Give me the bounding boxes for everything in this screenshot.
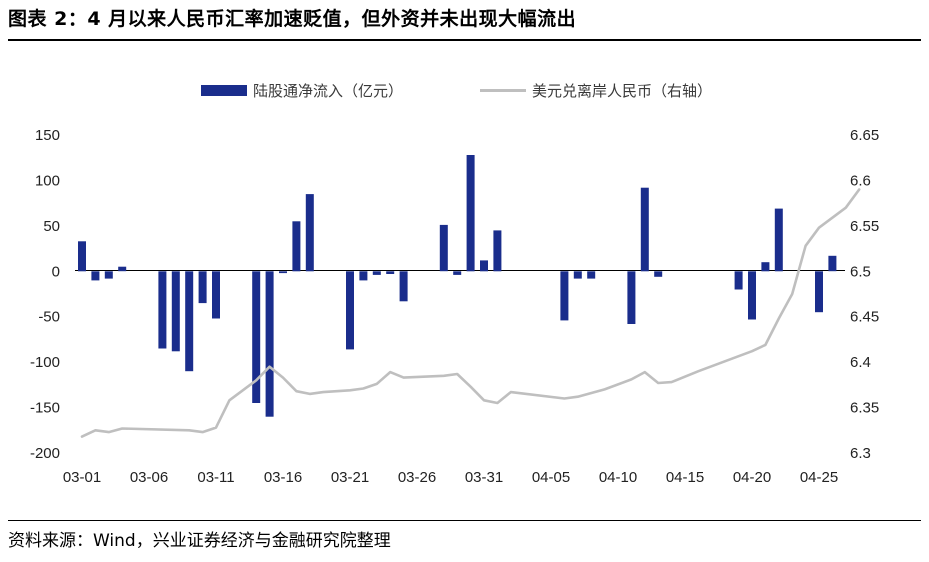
- x-tick-label: 04-25: [800, 469, 838, 486]
- right-tick-label: 6.6: [850, 172, 871, 189]
- bar-04-12: [640, 187, 649, 272]
- bar-04-25: [815, 271, 823, 313]
- left-tick-label: -150: [30, 400, 60, 417]
- bar-03-22: [359, 271, 368, 281]
- bar-04-01: [493, 230, 502, 272]
- right-axis: 6.65 6.6 6.55 6.5 6.45 6.4 6.35 6.3: [850, 127, 879, 462]
- x-tick-label: 03-21: [331, 469, 369, 486]
- bar-03-02: [91, 271, 100, 281]
- right-tick-label: 6.35: [850, 400, 879, 417]
- x-tick-label: 04-15: [666, 469, 704, 486]
- x-tick-label: 03-16: [264, 469, 302, 486]
- bar-04-06: [560, 271, 569, 321]
- bar-03-30: [466, 155, 475, 272]
- right-tick-label: 6.65: [850, 127, 879, 144]
- x-tick-label: 03-26: [398, 469, 436, 486]
- bar-04-19: [734, 271, 743, 290]
- bar-03-11: [212, 271, 220, 319]
- right-tick-label: 6.45: [850, 309, 879, 326]
- x-axis: 03-01 03-06 03-11 03-16 03-21 03-26 03-31 04-05…: [63, 469, 838, 486]
- bar-03-31: [480, 260, 488, 272]
- bar-04-08: [587, 271, 596, 279]
- legend-bar-swatch: [201, 85, 247, 96]
- left-axis: 150 100 50 0 -50 -100 -150 -200: [30, 127, 60, 462]
- left-tick-label: -100: [30, 354, 60, 371]
- bar-04-07: [573, 271, 582, 279]
- bar-04-13: [654, 271, 663, 277]
- bar-03-23: [372, 271, 381, 275]
- bar-04-20: [748, 271, 756, 320]
- bar-03-25: [399, 271, 408, 302]
- line-series: [80, 188, 861, 438]
- bar-03-24: [386, 271, 395, 274]
- bar-03-21: [346, 271, 354, 350]
- x-tick-label: 04-10: [599, 469, 637, 486]
- left-tick-label: 50: [43, 218, 60, 235]
- legend-bar-label: 陆股通净流入（亿元）: [253, 83, 403, 100]
- chart-title: 图表 2：4 月以来人民币汇率加速贬值，但外资并未出现大幅流出: [8, 8, 577, 30]
- bar-03-29: [453, 271, 462, 275]
- bar-03-08: [171, 271, 180, 352]
- title-rule: [8, 39, 921, 41]
- bar-04-11: [627, 271, 636, 324]
- bar-03-09: [185, 271, 194, 372]
- bar-03-01: [78, 241, 86, 272]
- legend: 陆股通净流入（亿元） 美元兑离岸人民币（右轴）: [201, 83, 712, 100]
- bar-04-21: [761, 262, 770, 272]
- bar-03-07: [158, 271, 167, 349]
- bar-04-26: [828, 255, 837, 272]
- bar-03-04: [118, 266, 127, 272]
- bar-03-03: [104, 271, 113, 279]
- x-tick-label: 03-31: [465, 469, 503, 486]
- bar-03-16: [279, 271, 287, 274]
- right-tick-label: 6.5: [850, 263, 871, 280]
- left-tick-label: 0: [52, 263, 60, 280]
- left-tick-label: -200: [30, 445, 60, 462]
- bar-03-10: [198, 271, 207, 304]
- source-note: 资料来源：Wind，兴业证券经济与金融研究院整理: [8, 531, 391, 551]
- legend-line-label: 美元兑离岸人民币（右轴）: [532, 83, 712, 100]
- bar-03-14: [252, 271, 261, 403]
- chart: 陆股通净流入（亿元） 美元兑离岸人民币（右轴） 150 100 50 0 -50 -100…: [30, 83, 879, 486]
- bar-04-22: [774, 208, 783, 272]
- right-tick-label: 6.55: [850, 218, 879, 235]
- x-tick-label: 04-20: [733, 469, 771, 486]
- source-rule: [8, 520, 921, 521]
- usd-cnh-line: [80, 188, 861, 438]
- bar-series: [78, 155, 837, 417]
- bar-03-15: [265, 271, 274, 417]
- x-tick-label: 03-01: [63, 469, 101, 486]
- right-tick-label: 6.3: [850, 445, 871, 462]
- x-tick-label: 04-05: [532, 469, 570, 486]
- left-tick-label: 100: [35, 172, 60, 189]
- x-tick-label: 03-11: [197, 469, 234, 486]
- bar-03-28: [439, 224, 448, 272]
- right-tick-label: 6.4: [850, 354, 871, 371]
- left-tick-label: 150: [35, 127, 60, 144]
- bar-03-18: [305, 194, 314, 272]
- left-tick-label: -50: [38, 309, 60, 326]
- bar-03-17: [292, 221, 301, 272]
- x-tick-label: 03-06: [130, 469, 168, 486]
